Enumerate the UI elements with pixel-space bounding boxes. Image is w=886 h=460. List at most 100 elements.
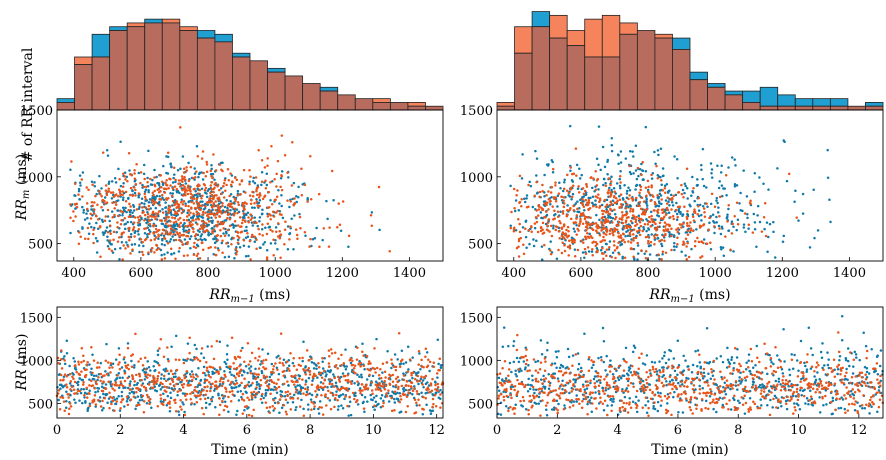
- time-point-orange: [384, 384, 388, 388]
- scatter-point-orange: [554, 181, 557, 184]
- scatter-point-orange: [191, 219, 194, 222]
- time-point-blue: [426, 381, 429, 384]
- scatter-point-blue: [166, 251, 169, 254]
- scatter-point-blue: [172, 176, 175, 180]
- scatter-point-blue: [595, 213, 598, 217]
- time-point-blue: [243, 408, 246, 412]
- scatter-point-blue: [227, 234, 231, 237]
- time-point-blue: [379, 405, 383, 409]
- left-time-series-frame: [56, 306, 444, 419]
- hist-bar-blue-2: [91, 33, 111, 58]
- scatter-point-blue: [636, 258, 639, 261]
- scatter-point-orange: [562, 205, 566, 209]
- scatter-point-orange: [96, 203, 99, 206]
- scatter-point-orange: [200, 196, 203, 200]
- time-point-blue: [393, 401, 397, 404]
- time-point-blue: [336, 408, 340, 411]
- scatter-point-orange: [201, 241, 204, 245]
- scatter-point-orange: [186, 192, 190, 196]
- time-point-orange: [67, 396, 70, 399]
- scatter-point-blue: [635, 177, 639, 181]
- time-point-orange: [193, 394, 197, 397]
- scatter-point-orange: [588, 207, 592, 210]
- scatter-point-orange: [751, 231, 755, 234]
- time-point-blue: [193, 403, 196, 406]
- time-point-blue: [582, 397, 585, 401]
- time-point-orange: [400, 384, 404, 388]
- scatter-point-orange: [595, 205, 598, 209]
- scatter-point-orange: [347, 234, 351, 237]
- x-tick-label: 800: [196, 266, 221, 281]
- scatter-point-blue: [606, 158, 610, 162]
- scatter-point-orange: [228, 213, 231, 216]
- time-point-orange: [327, 349, 331, 352]
- time-point-blue: [566, 347, 570, 351]
- scatter-point-orange: [577, 224, 581, 228]
- time-point-orange: [436, 385, 440, 389]
- time-point-orange: [107, 380, 110, 383]
- scatter-point-orange: [248, 182, 251, 186]
- time-point-blue: [402, 386, 406, 390]
- scatter-point-orange: [128, 193, 132, 197]
- scatter-point-orange: [617, 220, 621, 224]
- scatter-point-blue: [794, 189, 797, 192]
- time-point-blue: [275, 391, 279, 395]
- scatter-point-blue: [211, 172, 215, 176]
- scatter-point-blue: [626, 229, 630, 232]
- time-point-blue: [610, 404, 614, 407]
- scatter-point-orange: [594, 241, 598, 244]
- scatter-point-orange: [733, 214, 736, 218]
- time-point-orange: [74, 364, 77, 367]
- time-point-orange: [402, 378, 406, 382]
- time-point-orange: [302, 392, 305, 395]
- time-point-orange: [234, 376, 237, 379]
- time-point-blue: [576, 352, 580, 355]
- time-point-orange: [332, 393, 335, 397]
- scatter-point-blue: [123, 227, 127, 231]
- scatter-point-blue: [71, 203, 74, 206]
- time-point-orange: [220, 384, 224, 388]
- scatter-point-orange: [283, 228, 287, 231]
- time-point-orange: [394, 377, 398, 380]
- scatter-point-orange: [760, 230, 764, 233]
- scatter-point-blue: [816, 229, 820, 232]
- scatter-point-orange: [196, 204, 200, 207]
- scatter-point-orange: [275, 172, 278, 176]
- time-point-orange: [356, 399, 359, 402]
- scatter-point-orange: [592, 240, 596, 244]
- scatter-point-blue: [88, 222, 91, 225]
- time-point-blue: [123, 361, 127, 364]
- time-point-orange: [304, 373, 308, 376]
- time-point-blue: [272, 388, 275, 392]
- time-point-orange: [205, 389, 209, 393]
- scatter-point-blue: [131, 211, 134, 214]
- scatter-point-orange: [566, 213, 569, 216]
- scatter-point-orange: [517, 237, 521, 241]
- scatter-point-blue: [195, 243, 199, 247]
- scatter-point-blue: [602, 183, 605, 187]
- time-point-blue: [507, 407, 510, 410]
- time-point-orange: [282, 404, 286, 407]
- time-point-orange: [256, 391, 259, 394]
- hist-bar-blue-10: [232, 52, 251, 58]
- scatter-point-blue: [534, 149, 537, 153]
- scatter-point-orange: [647, 185, 650, 189]
- time-point-orange: [433, 394, 437, 397]
- left-scatter-y-label: RRm (ms): [14, 154, 32, 221]
- scatter-point-orange: [749, 199, 752, 203]
- time-point-blue: [249, 383, 253, 387]
- time-point-blue: [515, 356, 519, 360]
- scatter-point-blue: [210, 163, 213, 167]
- time-point-blue: [334, 381, 338, 385]
- scatter-point-blue: [628, 150, 632, 153]
- scatter-point-orange: [116, 195, 120, 198]
- time-point-orange: [99, 405, 103, 408]
- scatter-point-orange: [160, 186, 163, 189]
- scatter-point-blue: [618, 195, 621, 198]
- scatter-point-orange: [609, 203, 613, 207]
- time-point-orange: [367, 362, 370, 366]
- time-point-orange: [68, 402, 72, 405]
- time-point-blue: [120, 366, 124, 369]
- scatter-point-orange: [85, 186, 88, 189]
- scatter-point-orange: [216, 204, 220, 207]
